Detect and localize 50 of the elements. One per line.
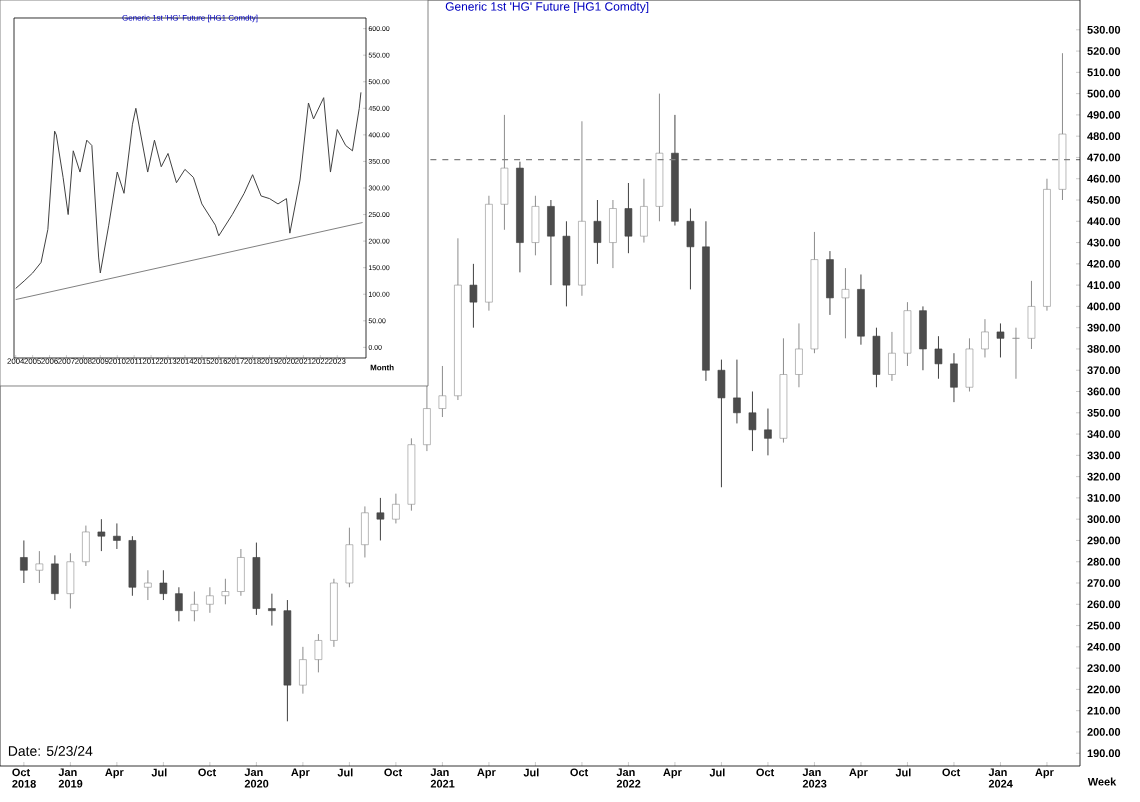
- candlestick: [299, 646, 307, 695]
- candlestick: [361, 505, 369, 558]
- candlestick: [640, 178, 648, 244]
- candlestick: [795, 322, 803, 388]
- candlestick: [748, 391, 757, 452]
- candlestick: [841, 267, 850, 339]
- candlestick: [82, 525, 90, 567]
- candlestick: [345, 527, 354, 588]
- candlestick: [376, 497, 385, 541]
- candlestick: [392, 493, 400, 524]
- candlestick: [531, 195, 540, 256]
- candlestick: [66, 552, 75, 610]
- candlestick: [826, 250, 834, 316]
- candlestick: [547, 199, 555, 286]
- candlestick: [128, 535, 137, 597]
- candlestick: [981, 318, 989, 358]
- candlestick: [144, 569, 152, 601]
- candlestick: [733, 359, 741, 424]
- candlestick: [903, 301, 912, 367]
- candlestick: [888, 331, 896, 382]
- candlestick: [934, 335, 943, 380]
- candlestick: [1027, 280, 1036, 350]
- candlestick: [206, 586, 214, 614]
- candlestick: [996, 322, 1005, 358]
- candlestick: [950, 352, 958, 403]
- candlestick: [609, 199, 617, 269]
- candlestick: [51, 554, 59, 601]
- candlestick: [624, 182, 633, 254]
- candlestick: [20, 539, 28, 584]
- candlestick: [717, 359, 726, 488]
- candlestick: [190, 591, 199, 622]
- candlestick: [469, 263, 478, 329]
- candlestick: [97, 518, 106, 552]
- candlestick: [919, 305, 927, 371]
- candlestick: [221, 578, 230, 605]
- candlestick: [159, 569, 168, 601]
- candlestick: [438, 365, 447, 418]
- candlestick: [593, 199, 602, 265]
- candlestick: [872, 327, 881, 388]
- candlestick: [314, 633, 323, 673]
- candlestick: [965, 337, 974, 393]
- candlestick: [35, 550, 44, 584]
- line-series: [15, 91, 362, 289]
- candlestick: [237, 548, 245, 597]
- candlestick: [268, 593, 276, 627]
- candlestick: [686, 208, 695, 290]
- candlestick: [175, 586, 183, 622]
- candlestick: [857, 273, 865, 346]
- candlestick: [764, 408, 772, 456]
- candlestick: [113, 522, 121, 550]
